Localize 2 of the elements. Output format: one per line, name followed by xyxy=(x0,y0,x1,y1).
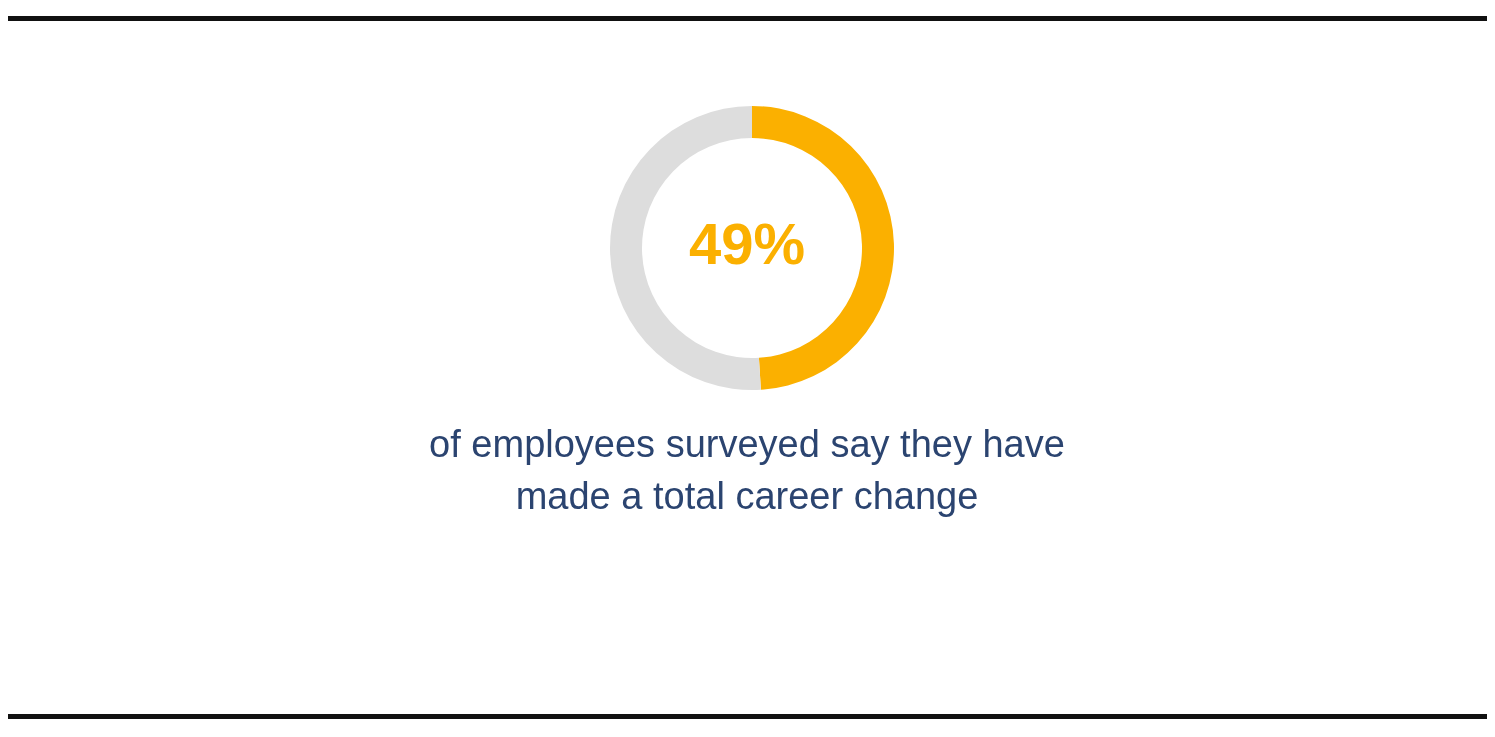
text: 49% xyxy=(688,210,806,276)
text: of employees surveyed say they have made a total career change xyxy=(428,422,1066,519)
